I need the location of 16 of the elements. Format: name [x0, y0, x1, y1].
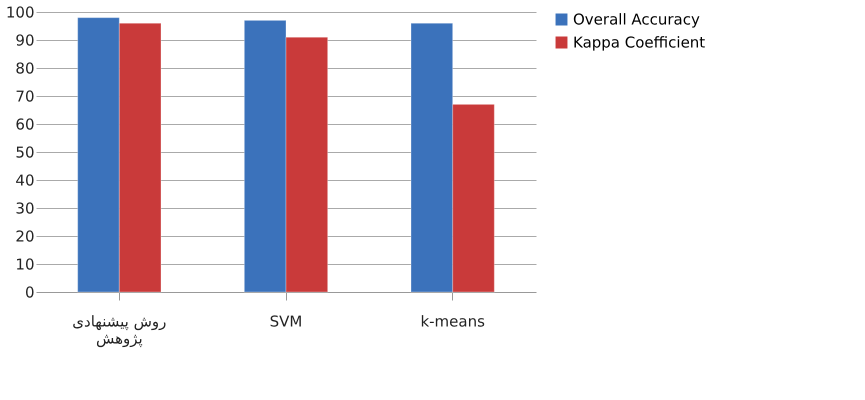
x-tick-label: روش پیشنهادی پژوهش: [72, 312, 166, 348]
legend-label: Overall Accuracy: [573, 10, 700, 28]
y-tick-label: 50: [15, 144, 34, 162]
y-tick-label: 90: [15, 32, 34, 50]
y-tick-label: 10: [15, 256, 34, 274]
y-tick-label: 70: [15, 88, 34, 106]
y-tick-label: 30: [15, 200, 34, 218]
y-tick-label: 40: [15, 172, 34, 190]
y-tick-label: 100: [6, 4, 34, 22]
y-tick-label: 80: [15, 60, 34, 78]
x-tick-label: k-means: [420, 312, 486, 330]
x-tick-label: SVM: [270, 312, 302, 330]
legend-label: Kappa Coefficient: [573, 34, 706, 52]
y-tick-label: 60: [15, 116, 34, 134]
y-tick-label: 0: [24, 284, 34, 302]
y-tick-label: 20: [15, 228, 34, 246]
